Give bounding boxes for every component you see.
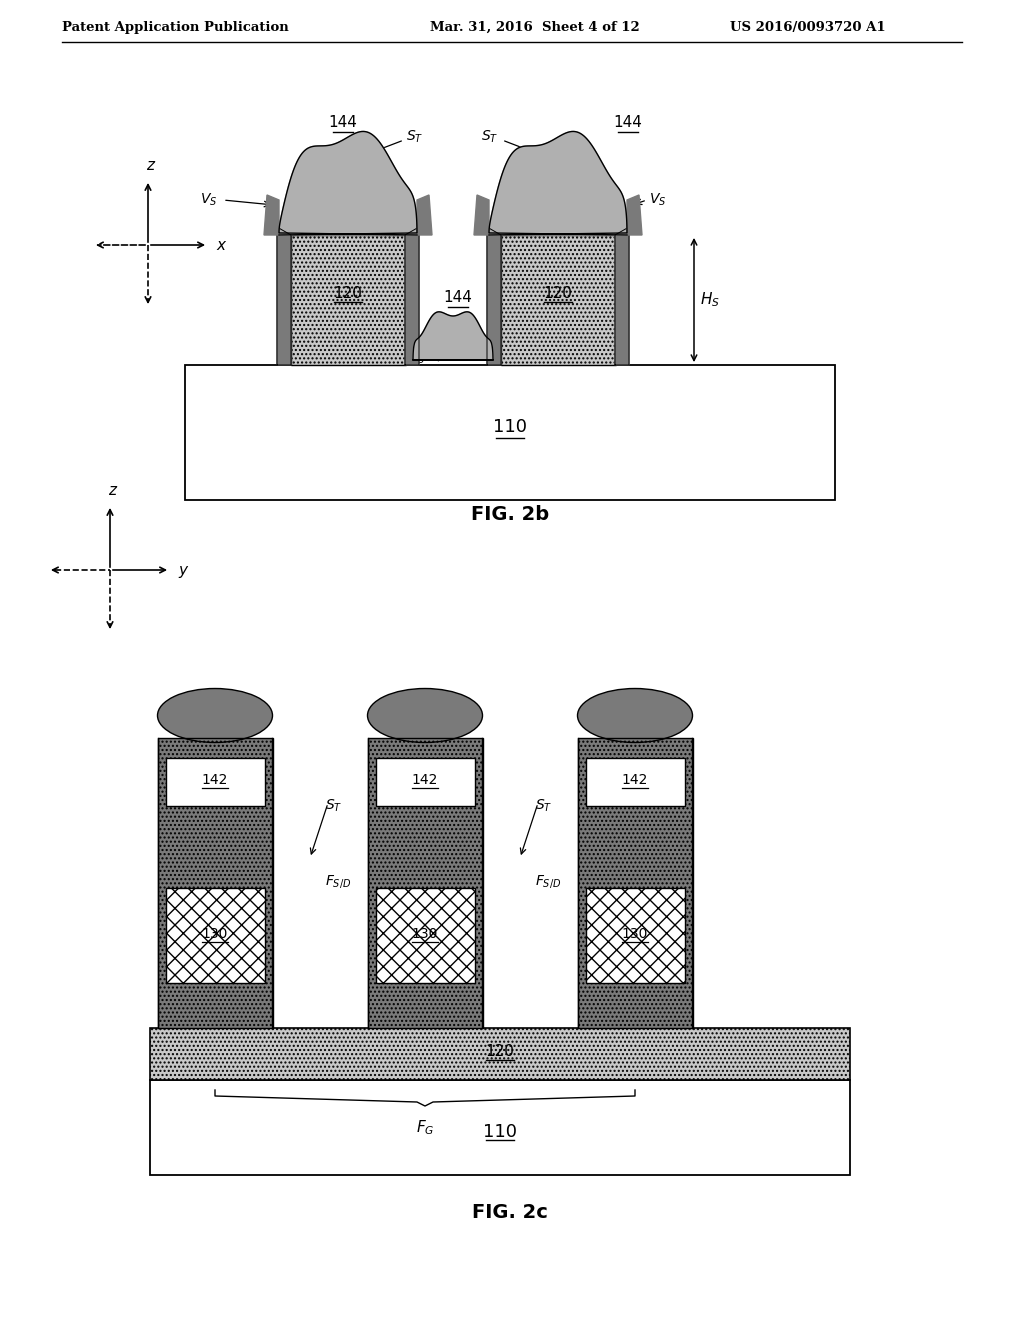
Text: $V_S$: $V_S$ <box>408 350 425 366</box>
Text: 144: 144 <box>329 115 357 129</box>
Polygon shape <box>278 227 291 366</box>
Bar <box>578 738 693 1028</box>
Text: $S_T$: $S_T$ <box>325 799 342 814</box>
Text: 110: 110 <box>493 418 527 437</box>
Bar <box>185 366 835 500</box>
Text: $S_T$: $S_T$ <box>480 129 498 145</box>
Bar <box>368 738 483 1028</box>
Text: $H_S$: $H_S$ <box>700 290 720 309</box>
Ellipse shape <box>368 689 482 742</box>
Polygon shape <box>417 195 432 235</box>
Text: 144: 144 <box>613 115 642 129</box>
Bar <box>150 1080 850 1175</box>
Bar <box>368 738 483 1028</box>
Polygon shape <box>264 195 279 235</box>
Bar <box>578 738 693 1028</box>
Text: 130: 130 <box>622 927 648 940</box>
Bar <box>158 738 273 1028</box>
Text: z: z <box>108 483 116 498</box>
Polygon shape <box>615 227 629 366</box>
Text: 120: 120 <box>334 286 362 301</box>
Text: 110: 110 <box>483 1123 517 1142</box>
Bar <box>166 888 265 983</box>
Text: $V_S$: $V_S$ <box>649 191 667 209</box>
Text: FIG. 2b: FIG. 2b <box>471 506 549 524</box>
Polygon shape <box>627 195 642 235</box>
Polygon shape <box>474 195 489 235</box>
Text: $S_T$: $S_T$ <box>406 129 423 145</box>
Bar <box>586 758 685 807</box>
Bar <box>166 758 265 807</box>
Polygon shape <box>413 312 493 360</box>
Bar <box>158 738 273 1028</box>
Bar <box>376 888 475 983</box>
Ellipse shape <box>578 689 692 742</box>
Text: 130: 130 <box>412 927 438 940</box>
Text: $S_T$: $S_T$ <box>535 799 552 814</box>
Polygon shape <box>489 132 627 235</box>
Text: z: z <box>146 158 154 173</box>
Text: 142: 142 <box>412 774 438 787</box>
Polygon shape <box>406 227 419 366</box>
Bar <box>150 1028 850 1080</box>
Bar <box>376 758 475 807</box>
Text: Patent Application Publication: Patent Application Publication <box>62 21 289 33</box>
Text: $F_{S/D}$: $F_{S/D}$ <box>535 873 561 890</box>
Polygon shape <box>487 227 501 366</box>
Text: $F_G$: $F_G$ <box>416 1118 434 1137</box>
Text: 130: 130 <box>202 927 228 940</box>
Text: Mar. 31, 2016  Sheet 4 of 12: Mar. 31, 2016 Sheet 4 of 12 <box>430 21 640 33</box>
Text: FIG. 2c: FIG. 2c <box>472 1203 548 1221</box>
Text: 120: 120 <box>485 1044 514 1060</box>
Text: 120: 120 <box>544 286 572 301</box>
Text: $V_S$: $V_S$ <box>200 191 217 209</box>
Polygon shape <box>279 132 417 235</box>
Text: 142: 142 <box>202 774 228 787</box>
Ellipse shape <box>158 689 272 742</box>
Bar <box>291 235 406 366</box>
Text: 142: 142 <box>622 774 648 787</box>
Bar <box>501 235 616 366</box>
Text: y: y <box>178 562 187 578</box>
Text: $F_{S/D}$: $F_{S/D}$ <box>325 873 351 890</box>
Text: x: x <box>216 238 225 252</box>
Text: 144: 144 <box>443 290 472 305</box>
Bar <box>586 888 685 983</box>
Text: US 2016/0093720 A1: US 2016/0093720 A1 <box>730 21 886 33</box>
